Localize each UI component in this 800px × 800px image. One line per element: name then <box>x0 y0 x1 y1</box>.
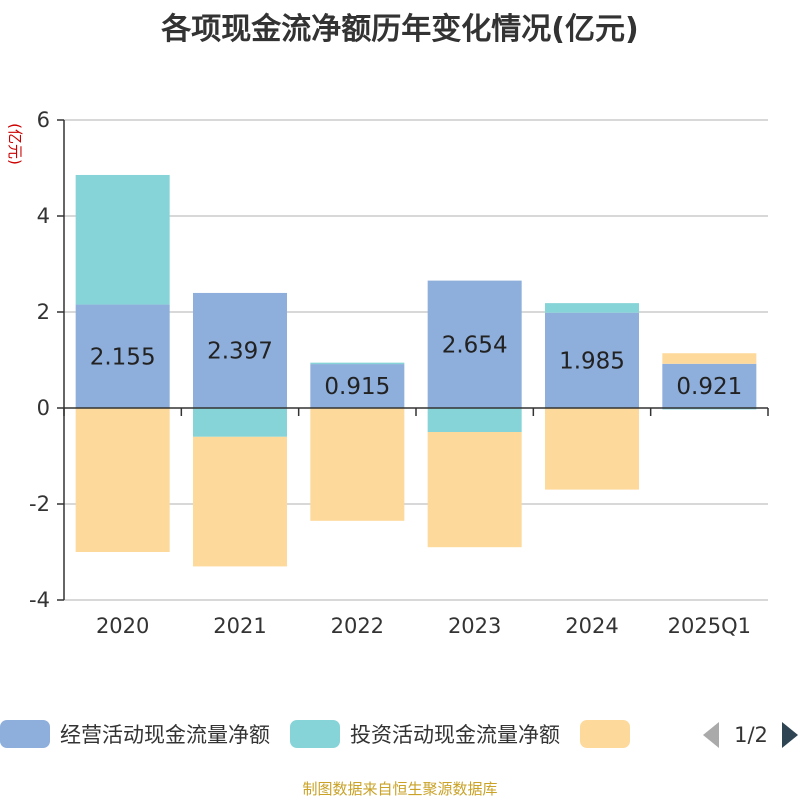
bar-segment <box>193 436 287 567</box>
bar-segment <box>427 432 522 548</box>
y-tick-label: 0 <box>37 396 50 420</box>
x-tick-label: 2024 <box>565 614 618 638</box>
y-axis-title: (亿元) <box>6 123 24 165</box>
bar-segment <box>427 280 522 408</box>
bar-segment <box>545 303 639 313</box>
data-labels: 2.155 2.397 0.915 2.654 1.985 0.921 <box>90 332 743 400</box>
bar-segment <box>427 408 522 432</box>
bar-segment <box>75 304 170 408</box>
legend-label: 经营活动现金流量净额 <box>60 723 270 747</box>
bar-segment <box>662 353 757 364</box>
legend-page-indicator: 1/2 <box>734 723 768 747</box>
bar-value-label: 2.654 <box>442 332 508 358</box>
bar-segment <box>310 362 405 365</box>
bar-value-label: 2.397 <box>207 338 273 364</box>
y-tick-label: 4 <box>37 204 50 228</box>
y-tick-label: -2 <box>29 492 50 516</box>
bar-value-label: 2.155 <box>90 344 156 370</box>
bar-segment <box>310 408 405 521</box>
bar-segment <box>193 292 287 408</box>
x-tick-label: 2023 <box>448 614 501 638</box>
y-tick-label: 2 <box>37 300 50 324</box>
x-tick-label: 2021 <box>213 614 266 638</box>
legend-swatch <box>290 720 340 748</box>
legend: 经营活动现金流量净额 投资活动现金流量净额 1/2 <box>0 720 798 748</box>
y-tick-label: -4 <box>29 588 50 612</box>
bar-value-label: 0.915 <box>324 374 390 400</box>
bar-segment <box>662 363 757 408</box>
bar-segment <box>75 408 170 552</box>
bar-series <box>75 174 757 567</box>
bar-value-label: 0.921 <box>676 374 742 400</box>
bar-segment <box>545 312 639 408</box>
x-tick-label: 2022 <box>331 614 384 638</box>
data-source-note: 制图数据来自恒生聚源数据库 <box>302 780 498 798</box>
bar-value-label: 1.985 <box>559 348 625 374</box>
legend-label: 投资活动现金流量净额 <box>350 723 560 747</box>
legend-swatch <box>580 720 630 748</box>
y-tick-label: 6 <box>37 108 50 132</box>
legend-prev-icon[interactable] <box>703 722 719 748</box>
bar-segment <box>545 408 639 490</box>
bar-segment <box>193 408 287 437</box>
x-tick-label: 2025Q1 <box>668 614 751 638</box>
legend-next-icon[interactable] <box>782 722 798 748</box>
chart-title: 各项现金流净额历年变化情况(亿元) <box>161 12 639 47</box>
legend-swatch <box>0 720 50 748</box>
axes: -4 -2 0 2 4 6 (亿元) 2020 2021 2022 2023 2024 2025Q1 <box>6 108 769 638</box>
bar-segment <box>75 174 170 305</box>
bar-segment <box>310 364 405 408</box>
x-tick-label: 2020 <box>96 614 149 638</box>
grid-lines <box>64 119 768 601</box>
